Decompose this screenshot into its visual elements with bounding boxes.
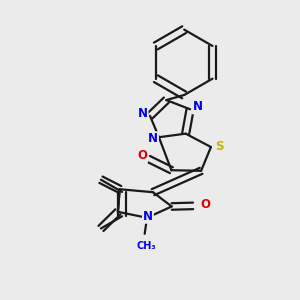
Text: N: N: [138, 107, 148, 120]
Text: O: O: [200, 199, 210, 212]
Text: N: N: [193, 100, 202, 113]
Text: O: O: [137, 149, 147, 162]
Text: CH₃: CH₃: [136, 241, 156, 251]
Text: S: S: [215, 140, 224, 153]
Text: N: N: [143, 210, 153, 223]
Text: N: N: [148, 132, 158, 145]
